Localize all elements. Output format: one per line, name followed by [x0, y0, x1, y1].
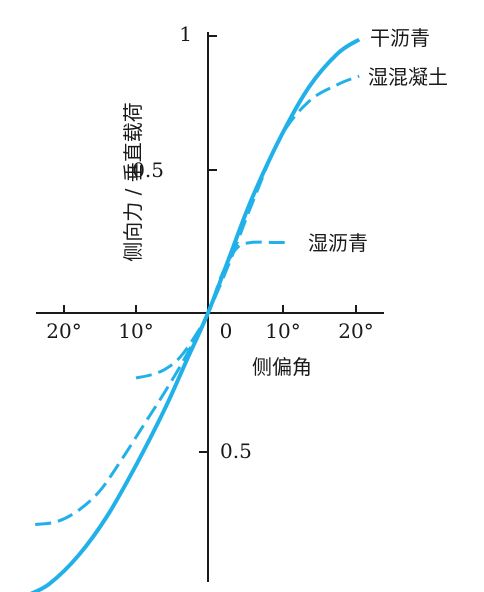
series-point: [272, 242, 273, 243]
y-tick-label: 0.5: [132, 158, 164, 182]
x-axis-label: 侧偏角: [252, 355, 312, 379]
series-point: [49, 583, 50, 584]
series-point: [35, 524, 36, 525]
series-point: [236, 248, 237, 249]
series-point: [251, 242, 252, 243]
series-point: [100, 490, 101, 491]
series-point: [359, 39, 360, 40]
series-point: [308, 101, 309, 102]
series-point: [136, 465, 137, 466]
series-point: [193, 338, 194, 339]
series-point: [179, 358, 180, 359]
series-point: [222, 273, 223, 274]
series-point: [150, 375, 151, 376]
series-point: [251, 205, 252, 206]
x-tick-label: 20°: [46, 319, 81, 343]
series-point: [308, 87, 309, 88]
series-point: [78, 510, 79, 511]
text-layer: 侧向力 / 垂直载荷 侧偏角 20° 10° 0 10° 20° 1 0.5 0.5 干沥青湿混…: [46, 22, 448, 463]
series-point: [359, 76, 360, 77]
series-point: [186, 360, 187, 361]
series-point: [164, 408, 165, 409]
series-label-2: 湿混凝土: [368, 65, 448, 89]
series-layer: [29, 37, 361, 592]
series-point: [186, 355, 187, 356]
series-point: [107, 516, 108, 517]
series-point: [164, 369, 165, 370]
series-line-2: [34, 74, 360, 526]
series-point: [280, 138, 281, 139]
series-point: [251, 200, 252, 201]
series-point: [337, 84, 338, 85]
series-line-3: [135, 240, 288, 380]
series-point: [136, 377, 137, 378]
x-tick-label: 10°: [118, 319, 153, 343]
series-point: [208, 313, 209, 314]
series-point: [121, 459, 122, 460]
y-tick-label: 0.5: [220, 439, 252, 463]
series-point: [337, 53, 338, 54]
series-point: [229, 262, 230, 263]
series-point: [143, 425, 144, 426]
series-label-3: 湿沥青: [308, 231, 368, 255]
x-tick-label: 10°: [265, 319, 300, 343]
y-axis-label: 侧向力 / 垂直载荷: [121, 102, 145, 261]
x-tick-label: 20°: [338, 319, 373, 343]
series-point: [56, 521, 57, 522]
series-point: [78, 555, 79, 556]
y-tick-label: 1: [179, 22, 192, 46]
x-tick-label: 0: [220, 319, 233, 343]
series-point: [164, 392, 165, 393]
series-point: [287, 242, 288, 243]
series-label-1: 干沥青: [370, 26, 430, 50]
